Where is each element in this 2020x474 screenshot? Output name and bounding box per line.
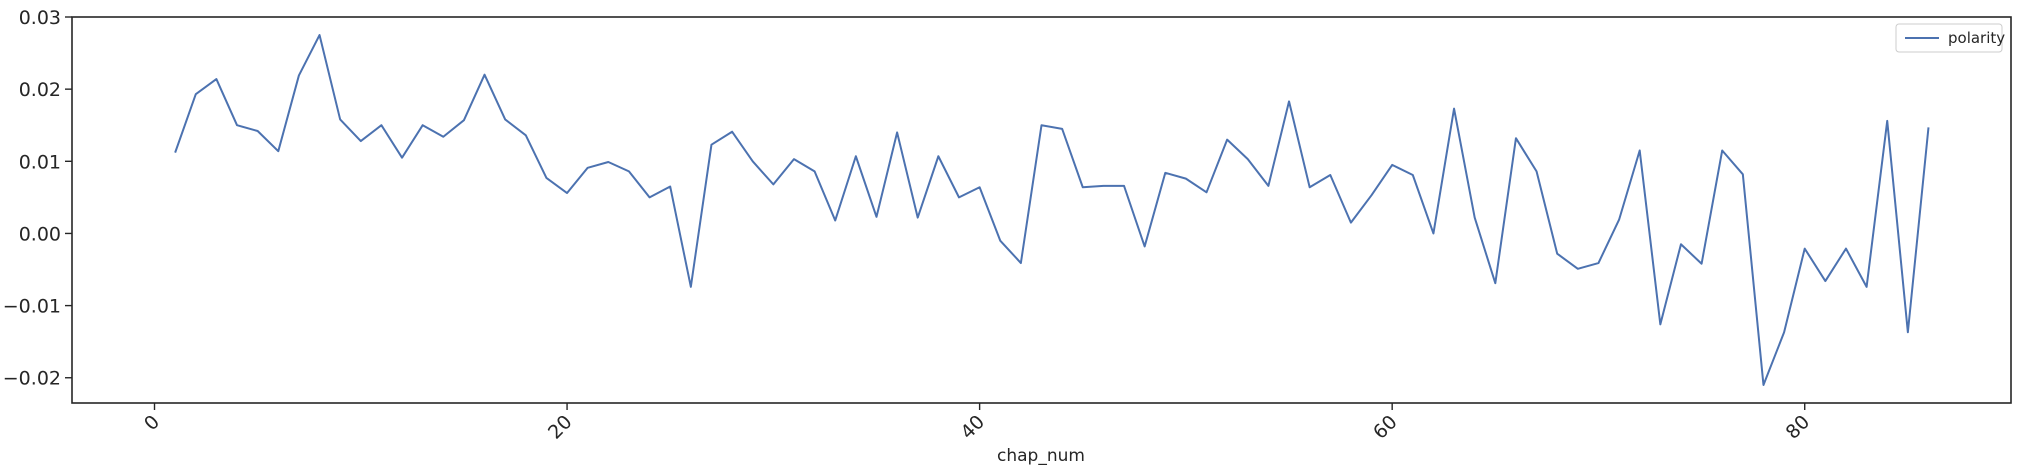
plot-frame (71, 16, 2012, 404)
y-tick-label: 0.01 (19, 151, 61, 173)
legend-box (1895, 23, 2003, 53)
y-tick-label: 0.00 (19, 223, 61, 245)
x-axis-label: chap_num (997, 446, 1085, 466)
y-axis: −0.02 −0.01 0.00 0.01 0.02 0.03 (3, 7, 72, 390)
y-tick-label: −0.02 (3, 368, 61, 390)
legend: polarity (1895, 23, 2005, 53)
y-tick-label: 0.02 (19, 79, 61, 101)
y-tick-label: 0.03 (19, 7, 61, 29)
legend-label: polarity (1948, 29, 2005, 47)
polarity-series-line (174, 34, 1930, 386)
y-tick-label: −0.01 (3, 296, 61, 318)
